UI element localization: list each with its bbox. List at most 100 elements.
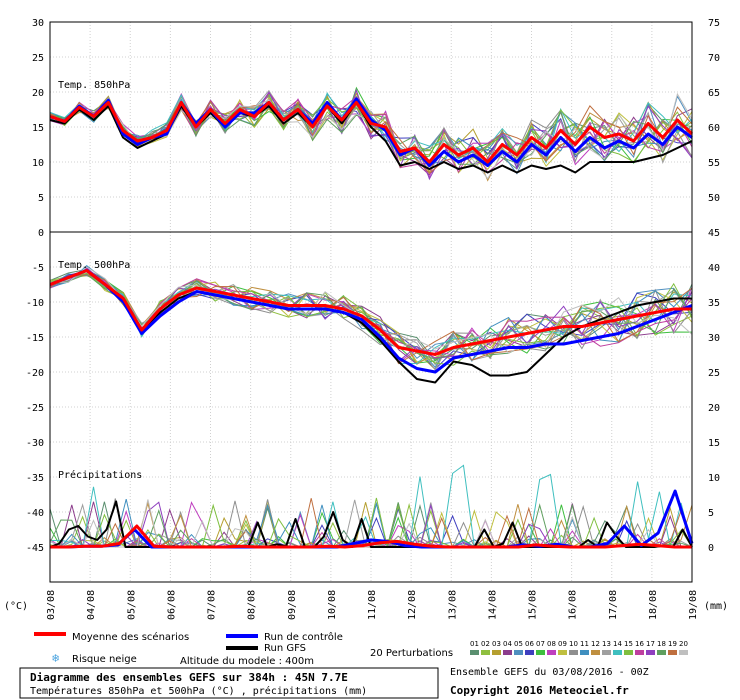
perturbation-number: 11 (580, 640, 589, 648)
perturbation-line-t850-9 (49, 95, 693, 174)
perturbation-swatch (646, 650, 655, 655)
perturbation-number: 09 (558, 640, 567, 648)
panel-label-t850: Temp. 850hPa (58, 80, 130, 91)
y-tick-label: -15 (26, 333, 44, 344)
control-line-t500 (49, 269, 693, 374)
perturbation-number: 19 (668, 640, 677, 648)
legend-perturbations-label: 20 Perturbations (370, 648, 453, 659)
perturbation-swatch (679, 650, 688, 655)
perturbation-number: 18 (657, 640, 666, 648)
legend-snow-label: Risque neige (72, 654, 137, 665)
chart-axes: 302520151050-5-10-15-20-25-30-35-40-4575… (26, 18, 720, 620)
y-right-tick-label: 50 (708, 193, 720, 204)
perturbation-swatch (558, 650, 567, 655)
panel-label-precip: Précipitations (58, 469, 142, 481)
y-left-unit: (°C) (4, 601, 28, 612)
perturbation-number: 05 (514, 640, 523, 648)
perturbation-swatch (613, 650, 622, 655)
mean-line-precip (50, 524, 692, 549)
x-tick-label: 18/08 (648, 590, 659, 620)
footer-run-info: Ensemble GEFS du 03/08/2016 - 00Z (450, 667, 649, 678)
perturbation-swatch (569, 650, 578, 655)
y-tick-label: 5 (38, 193, 44, 204)
perturbation-swatch (547, 650, 556, 655)
x-unit: (mm) (704, 601, 728, 612)
perturbation-number: 06 (525, 640, 534, 648)
perturbation-swatch (503, 650, 512, 655)
panel-label-t500: Temp. 500hPa (58, 260, 130, 271)
perturbation-swatch (591, 650, 600, 655)
x-tick-label: 11/08 (367, 590, 378, 620)
perturbation-number: 01 (470, 640, 479, 648)
y-tick-label: -35 (26, 473, 44, 484)
y-right-tick-label: 10 (708, 473, 720, 484)
x-tick-label: 15/08 (528, 590, 539, 620)
x-tick-label: 08/08 (247, 590, 258, 620)
perturbation-number: 15 (624, 640, 633, 648)
y-right-tick-label: 45 (708, 228, 720, 239)
x-tick-label: 06/08 (166, 590, 177, 620)
perturbation-number: 08 (547, 640, 556, 648)
y-right-tick-label: 0 (708, 543, 714, 554)
y-tick-label: 30 (32, 18, 44, 29)
perturbation-swatches: 01 02 03 04 05 06 07 08 09 10 11 12 13 14 15 16 17 18 19 20 (470, 640, 688, 655)
y-right-tick-label: 30 (708, 333, 720, 344)
perturbation-number: 12 (591, 640, 600, 648)
perturbation-swatch (481, 650, 490, 655)
x-tick-label: 16/08 (568, 590, 579, 620)
main-series-lines (49, 97, 694, 549)
snowflake-icon: ❄ (52, 651, 59, 665)
footer-subtitle: Températures 850hPa et 500hPa (°C) , pré… (30, 685, 367, 697)
y-right-tick-label: 65 (708, 88, 720, 99)
x-tick-label: 12/08 (407, 590, 418, 620)
footer-title: Diagramme des ensembles GEFS sur 384h : … (30, 671, 348, 684)
mean-line-t500 (49, 269, 692, 356)
y-right-tick-label: 40 (708, 263, 720, 274)
legend-mean-label: Moyenne des scénarios (72, 631, 189, 643)
perturbation-swatch (492, 650, 501, 655)
legend-control-label: Run de contrôle (264, 631, 343, 643)
perturbation-swatch (635, 650, 644, 655)
perturbation-swatch (602, 650, 611, 655)
perturbation-number: 10 (569, 640, 578, 648)
y-tick-label: 20 (32, 88, 44, 99)
x-tick-label: 14/08 (487, 590, 498, 620)
y-tick-label: -45 (26, 543, 44, 554)
perturbation-number: 07 (536, 640, 545, 648)
y-tick-label: 25 (32, 53, 44, 64)
y-tick-label: -5 (32, 263, 44, 274)
y-tick-label: 0 (38, 228, 44, 239)
perturbation-swatch (536, 650, 545, 655)
y-right-tick-label: 5 (708, 508, 714, 519)
y-right-tick-label: 70 (708, 53, 720, 64)
perturbation-number: 16 (635, 640, 644, 648)
perturbation-number: 03 (492, 640, 501, 648)
x-tick-label: 17/08 (608, 590, 619, 620)
legend-altitude-label: Altitude du modele : 400m (180, 656, 314, 667)
perturbation-line-t850-13 (49, 89, 693, 171)
perturbation-number: 17 (646, 640, 655, 648)
y-right-tick-label: 15 (708, 438, 720, 449)
y-right-tick-label: 20 (708, 403, 720, 414)
perturbation-swatch (624, 650, 633, 655)
y-right-tick-label: 25 (708, 368, 720, 379)
y-tick-label: 10 (32, 158, 44, 169)
y-right-tick-label: 60 (708, 123, 720, 134)
gfs-line-t850 (49, 101, 693, 174)
x-tick-label: 05/08 (126, 590, 137, 620)
mean-line-t850 (49, 101, 694, 164)
footer-copyright: Copyright 2016 Meteociel.fr (450, 684, 629, 697)
y-tick-label: 15 (32, 123, 44, 134)
x-tick-label: 03/08 (46, 590, 57, 620)
plot-frame (49, 21, 693, 583)
chart-grid (49, 21, 693, 582)
perturbation-number: 14 (613, 640, 622, 648)
footer-box (19, 667, 439, 699)
y-tick-label: -30 (26, 438, 44, 449)
x-tick-label: 13/08 (447, 590, 458, 620)
x-tick-label: 10/08 (327, 590, 338, 620)
perturbation-swatch (580, 650, 589, 655)
y-right-tick-label: 35 (708, 298, 720, 309)
x-tick-label: 04/08 (86, 590, 97, 620)
